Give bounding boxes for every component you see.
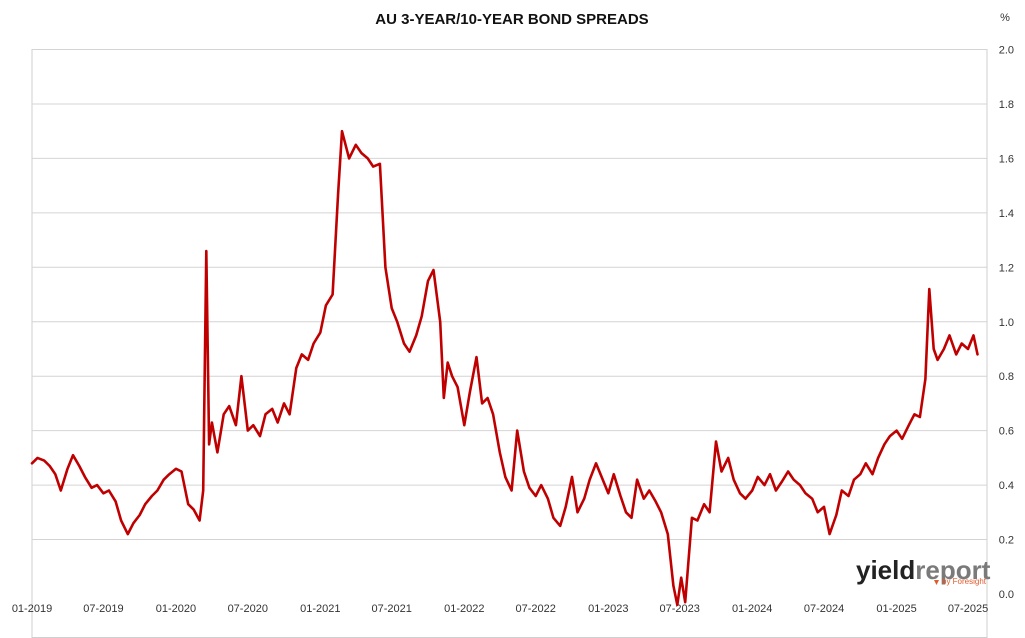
x-tick-label: 01-2019 bbox=[12, 603, 52, 615]
y-tick-label: 1.8 bbox=[999, 99, 1014, 111]
x-tick-label: 01-2023 bbox=[588, 603, 628, 615]
x-tick-label: 07-2025 bbox=[948, 603, 988, 615]
y-axis-ticks: 0.0 0.2 0.4 0.6 0.8 1.0 1.2 1.4 1.6 1.8 2.0 bbox=[999, 45, 1014, 602]
y-tick-label: 0.4 bbox=[999, 480, 1014, 492]
y-tick-label: 0.2 bbox=[999, 535, 1014, 547]
y-tick-label: 2.0 bbox=[999, 45, 1014, 57]
x-tick-label: 07-2022 bbox=[516, 603, 556, 615]
plot-area-border bbox=[31, 49, 988, 638]
x-tick-label: 07-2020 bbox=[228, 603, 268, 615]
y-tick-label: 0.6 bbox=[999, 426, 1014, 438]
series-line bbox=[30, 129, 979, 607]
logo-triangle-icon bbox=[934, 580, 939, 585]
logo-text: yieldreport bbox=[856, 555, 991, 585]
y-tick-label: 1.2 bbox=[999, 262, 1014, 274]
y-tick-label: 1.4 bbox=[999, 208, 1014, 220]
y-tick-label: 1.0 bbox=[999, 317, 1014, 329]
x-tick-label: 07-2019 bbox=[83, 603, 123, 615]
y-tick-label: 0.0 bbox=[999, 589, 1014, 601]
gridlines bbox=[32, 49, 987, 541]
y-tick-label: 1.6 bbox=[999, 153, 1014, 165]
x-tick-label: 07-2021 bbox=[372, 603, 412, 615]
x-tick-label: 01-2022 bbox=[444, 603, 484, 615]
chart-title: AU 3-YEAR/10-YEAR BOND SPREADS bbox=[375, 11, 648, 28]
x-tick-label: 01-2021 bbox=[300, 603, 340, 615]
x-tick-label: 07-2023 bbox=[659, 603, 699, 615]
y-tick-label: 0.8 bbox=[999, 371, 1014, 383]
y-axis-unit: % bbox=[1000, 12, 1010, 24]
x-tick-label: 01-2025 bbox=[876, 603, 916, 615]
series-group bbox=[30, 129, 979, 607]
x-tick-label: 07-2024 bbox=[804, 603, 844, 615]
x-tick-label: 01-2024 bbox=[732, 603, 772, 615]
x-tick-label: 01-2020 bbox=[156, 603, 196, 615]
x-axis-ticks: 01-2019 07-2019 01-2020 07-2020 01-2021 07-20… bbox=[12, 603, 988, 615]
logo-subtext: by Foresight bbox=[942, 577, 987, 586]
yieldreport-logo: yieldreport by Foresight bbox=[856, 555, 991, 586]
